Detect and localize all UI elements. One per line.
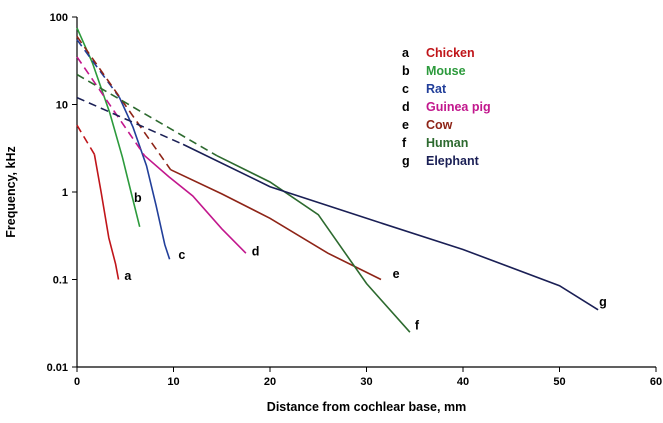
series-line-d [144,155,247,254]
y-tick-label: 0.1 [53,275,68,287]
axes: 0 10 20 30 40 50 60 0.01 0.1 1 10 100 [47,12,663,388]
legend-letter-e: e [402,118,409,132]
series-line-c [118,97,171,260]
curve-label-g: g [599,295,607,309]
legend-name-e: Cow [426,118,453,132]
series-dashed-a [76,124,96,155]
legend: a Chicken b Mouse c Rat d Guinea pig e Cow f Human g… [402,46,491,168]
legend-letter-c: c [402,82,409,96]
legend-name-d: Guinea pig [426,100,491,114]
legend-letter-a: a [402,46,410,60]
legend-letter-b: b [402,64,410,78]
x-tick-label: 20 [264,376,276,388]
curve-label-f: f [415,318,420,332]
x-tick-label: 60 [650,376,662,388]
series-line-f [216,154,411,333]
legend-letter-g: g [402,154,410,168]
legend-name-c: Rat [426,82,447,96]
curve-labels: a b c d e f g [124,191,606,332]
y-tick-label: 100 [50,12,68,24]
curve-label-e: e [393,267,400,281]
series-line-e [170,168,382,281]
legend-name-f: Human [426,136,468,150]
series-dashed-f [76,73,218,157]
series-line-g [182,143,599,311]
series-line-b [76,27,141,227]
x-tick-label: 10 [167,376,179,388]
series-lines [76,27,599,333]
y-tick-label: 1 [62,187,68,199]
series-line-a [93,154,120,280]
legend-name-g: Elephant [426,154,480,168]
y-tick-label: 10 [56,100,68,112]
legend-letter-f: f [402,136,407,150]
legend-name-a: Chicken [426,46,475,60]
series-dashed-c [76,39,121,99]
curve-label-b: b [134,191,142,205]
y-tick-label: 0.01 [47,362,68,374]
curve-label-d: d [252,244,260,258]
y-axis-title: Frequency, kHz [4,146,18,237]
x-tick-label: 50 [553,376,565,388]
series-dashed-e [76,35,172,171]
curve-label-c: c [178,248,185,262]
curve-label-a: a [124,269,132,283]
x-tick-label: 30 [360,376,372,388]
x-tick-label: 40 [457,376,469,388]
legend-letter-d: d [402,100,410,114]
series-dashed-g [76,96,184,146]
legend-name-b: Mouse [426,64,466,78]
series-dashed-d [76,56,146,157]
x-axis-title: Distance from cochlear base, mm [267,400,466,414]
x-tick-label: 0 [74,376,80,388]
